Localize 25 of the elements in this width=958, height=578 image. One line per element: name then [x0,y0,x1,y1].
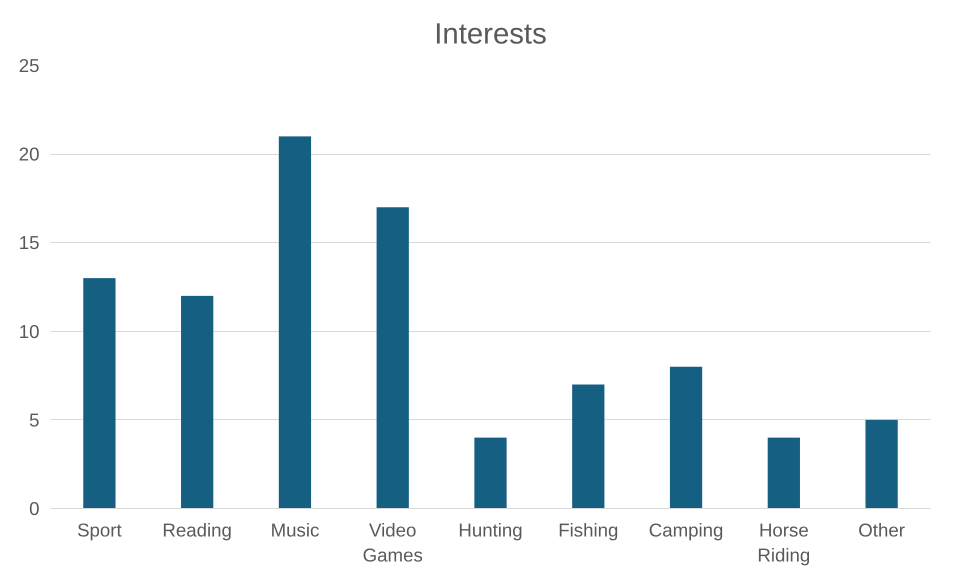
bar [474,438,507,508]
x-tick-label: Horse Riding [757,520,810,566]
x-tick-label: Video Games [362,520,423,566]
y-tick-label: 0 [29,498,40,519]
y-tick-label: 5 [29,409,40,430]
bar [865,420,898,508]
y-tick-label: 20 [18,144,40,165]
bar [768,438,800,508]
bar [278,136,312,508]
bar [376,207,409,508]
chart-title: Interests [434,18,547,50]
bar [83,278,116,508]
x-tick-label: Fishing [558,520,618,540]
y-tick-label: 25 [18,55,40,76]
x-tick-label: Camping [648,520,724,540]
x-tick-label: Hunting [458,520,523,540]
x-tick-label: Sport [77,520,122,540]
x-tick-label: Music [270,520,320,540]
bar [572,384,604,508]
x-tick-label: Reading [162,520,232,540]
bar [181,296,214,508]
bar [670,366,702,508]
y-tick-label: 10 [18,320,40,342]
x-tick-label: Other [858,520,905,540]
y-tick-label: 15 [18,232,40,254]
